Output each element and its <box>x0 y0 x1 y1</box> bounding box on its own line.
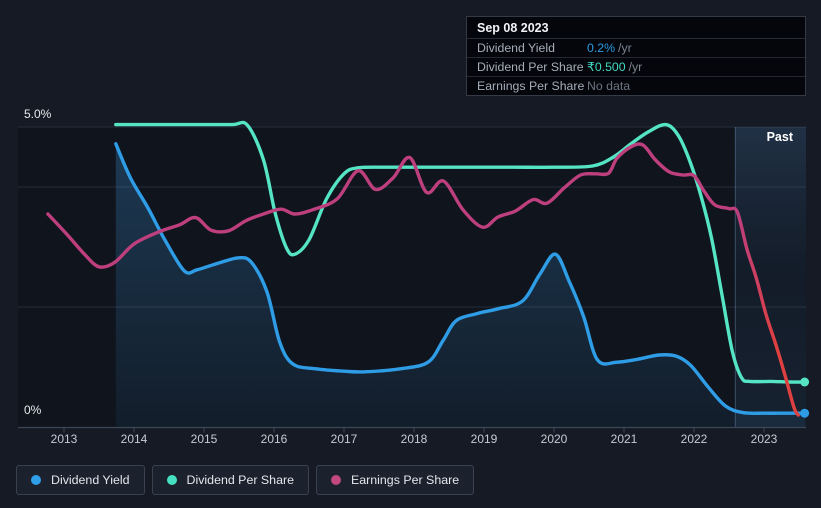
legend-label: Dividend Yield <box>51 473 130 487</box>
legend-dot-pink <box>330 475 341 485</box>
x-axis-label: 2023 <box>750 432 778 446</box>
tooltip-value-suffix: /yr <box>618 41 632 55</box>
x-axis-label: 2017 <box>330 432 358 446</box>
x-axis-label: 2021 <box>610 432 638 446</box>
tooltip-row-dividend-per-share: Dividend Per Share ₹0.500 /yr <box>467 58 805 77</box>
x-axis-label: 2022 <box>680 432 708 446</box>
past-region-label: Past <box>766 130 793 144</box>
x-axis-label: 2016 <box>260 432 288 446</box>
series-end-dots <box>800 377 810 418</box>
tooltip-label: Dividend Yield <box>477 41 555 55</box>
x-axis-label: 2018 <box>400 432 428 446</box>
x-axis-label: 2013 <box>50 432 78 446</box>
legend-dot-blue <box>31 475 41 485</box>
tooltip-date: Sep 08 2023 <box>467 17 805 39</box>
tooltip-label: Dividend Per Share <box>477 60 584 74</box>
chart-tooltip: Sep 08 2023 Dividend Yield 0.2% /yr Divi… <box>466 16 806 96</box>
y-axis-top-label: 5.0% <box>24 107 52 121</box>
x-axis <box>18 426 806 433</box>
x-axis-label: 2020 <box>540 432 568 446</box>
dividend-yield-area-fill <box>115 143 805 428</box>
tooltip-value: 0.2% <box>587 41 616 55</box>
series-line-dividend-per-share[interactable] <box>114 120 807 384</box>
legend-item-dividend-yield[interactable]: Dividend Yield <box>16 465 145 495</box>
series-line-dividend-yield[interactable] <box>114 142 807 416</box>
tooltip-value-suffix: /yr <box>628 60 643 74</box>
series-line-earnings-per-share[interactable] <box>46 142 800 417</box>
tooltip-label: Earnings Per Share <box>477 79 585 93</box>
tooltip-value: No data <box>587 79 631 93</box>
end-dot-dividend-yield <box>800 408 810 418</box>
tooltip-row-dividend-yield: Dividend Yield 0.2% /yr <box>467 39 805 58</box>
x-axis-label: 2015 <box>190 432 218 446</box>
end-dot-dividend-per-share <box>800 377 810 387</box>
legend-label: Dividend Per Share <box>186 473 294 487</box>
x-axis-label: 2019 <box>470 432 498 446</box>
area-fill-dividend-yield <box>115 143 805 428</box>
past-region-shading <box>735 127 806 427</box>
past-region <box>734 127 806 427</box>
tooltip-row-earnings-per-share: Earnings Per Share No data <box>467 77 805 95</box>
legend-dot-teal <box>166 475 177 485</box>
series-lines[interactable] <box>46 120 807 417</box>
tooltip-value: ₹0.500 <box>587 60 626 74</box>
chart-legend: Dividend Yield Dividend Per Share Earnin… <box>16 465 475 495</box>
legend-item-earnings-per-share[interactable]: Earnings Per Share <box>315 465 475 495</box>
legend-item-dividend-per-share[interactable]: Dividend Per Share <box>151 465 309 495</box>
legend-label: Earnings Per Share <box>350 473 460 487</box>
y-axis-zero-label: 0% <box>24 403 42 417</box>
x-axis-label: 2014 <box>120 432 148 446</box>
